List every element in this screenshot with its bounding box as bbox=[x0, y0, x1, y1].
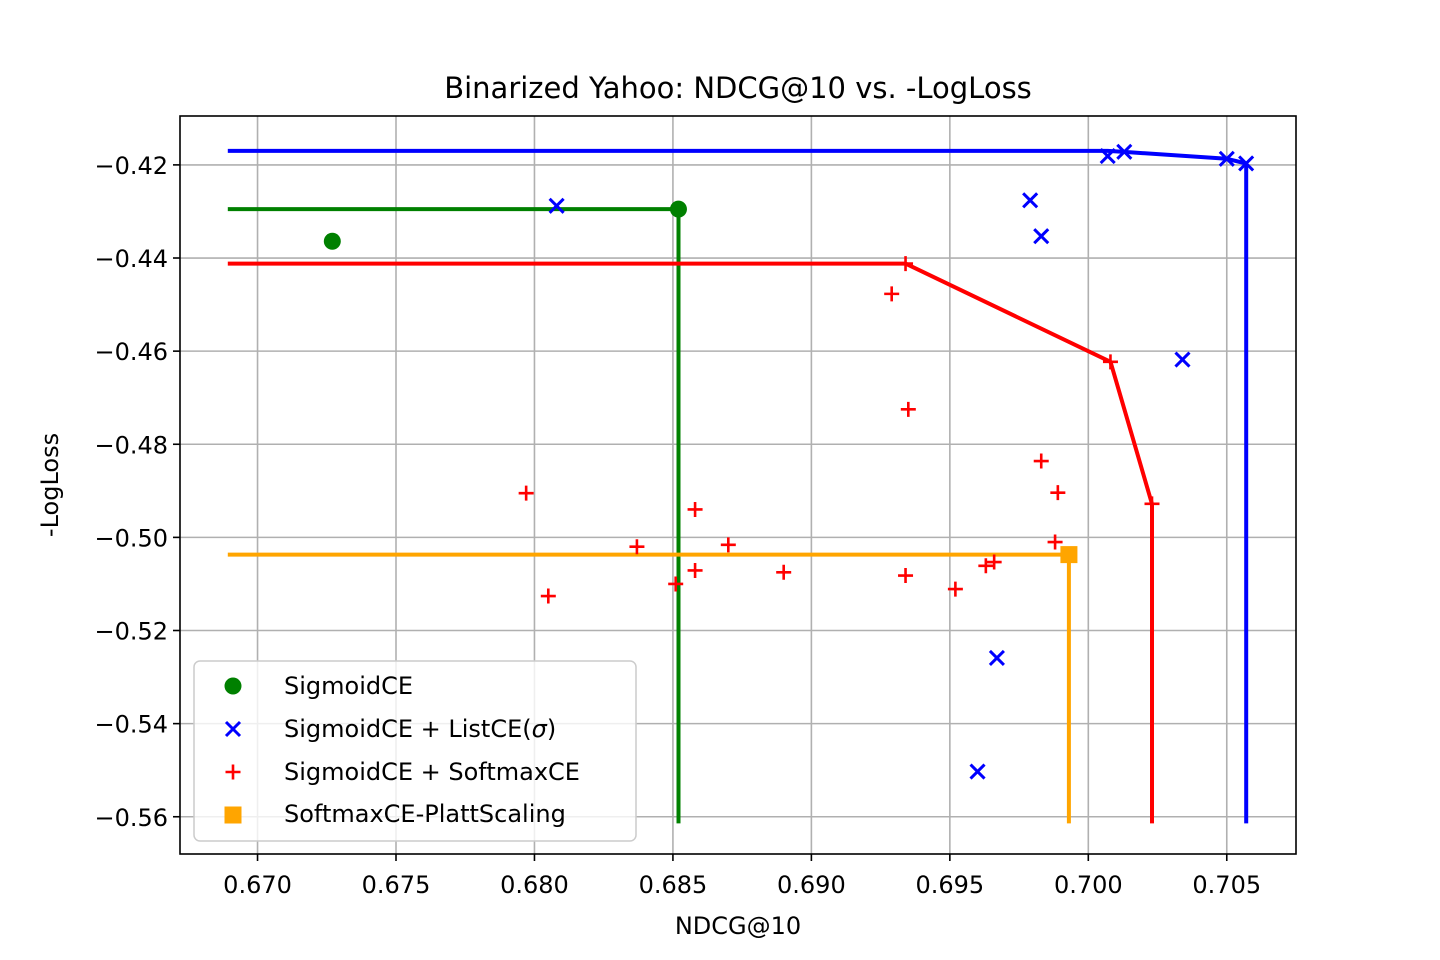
legend-label-listce-prefix: SigmoidCE + ListCE( bbox=[284, 715, 532, 743]
data-point bbox=[1060, 546, 1078, 564]
x-tick-label: 0.670 bbox=[223, 871, 292, 899]
x-tick-label: 0.685 bbox=[639, 871, 708, 899]
y-tick-label: −0.42 bbox=[94, 152, 168, 180]
data-point bbox=[687, 562, 703, 578]
grid-layer bbox=[180, 116, 1296, 854]
data-point bbox=[947, 581, 963, 597]
x-axis-title: NDCG@10 bbox=[675, 912, 801, 940]
data-point bbox=[668, 576, 684, 592]
y-tick-label: −0.56 bbox=[94, 804, 168, 832]
legend-label-sigmoidce-listce: SigmoidCE + ListCE(σ) bbox=[284, 715, 556, 743]
y-tick-label: −0.44 bbox=[94, 245, 168, 273]
data-point bbox=[776, 564, 792, 580]
data-point bbox=[548, 197, 565, 214]
data-point bbox=[669, 200, 687, 218]
data-point bbox=[687, 501, 703, 517]
data-point bbox=[969, 763, 986, 780]
data-point bbox=[1047, 534, 1063, 550]
legend-markers bbox=[224, 677, 242, 824]
y-axis-title: -LogLoss bbox=[36, 433, 64, 537]
legend-marker bbox=[224, 806, 242, 824]
data-point bbox=[518, 485, 534, 501]
data-point bbox=[1116, 143, 1133, 160]
points-layer bbox=[323, 143, 1255, 780]
data-point bbox=[986, 554, 1002, 570]
data-point bbox=[1174, 351, 1191, 368]
data-point bbox=[898, 568, 914, 584]
legend-label-sigmoidce: SigmoidCE bbox=[284, 672, 413, 700]
ticks-layer: 0.670 0.675 0.680 0.685 0.690 0.695 0.700 0.705… bbox=[94, 152, 1261, 899]
legend-marker bbox=[224, 677, 242, 695]
y-tick-label: −0.54 bbox=[94, 711, 168, 739]
data-point bbox=[1099, 147, 1116, 165]
plot-frame bbox=[179, 115, 1297, 855]
y-tick-label: −0.52 bbox=[94, 618, 168, 646]
chart-title: Binarized Yahoo: NDCG@10 vs. -LogLoss bbox=[444, 71, 1032, 105]
legend: SigmoidCE SigmoidCE + ListCE(σ) SigmoidC… bbox=[193, 660, 637, 842]
legend-label-softmaxce-plattscaling: SoftmaxCE-PlattScaling bbox=[284, 800, 566, 828]
data-point bbox=[1050, 485, 1066, 501]
data-point bbox=[988, 649, 1005, 667]
legend-label-listce-sigma: σ bbox=[532, 715, 548, 743]
y-tick-label: −0.50 bbox=[94, 524, 168, 552]
data-point bbox=[1022, 192, 1039, 209]
data-point bbox=[1033, 228, 1050, 245]
data-point bbox=[898, 256, 914, 272]
x-tick-label: 0.700 bbox=[1054, 871, 1123, 899]
legend-marker bbox=[224, 720, 242, 738]
data-point bbox=[1218, 150, 1235, 167]
data-point bbox=[540, 588, 556, 604]
legend-box bbox=[193, 660, 637, 842]
legend-marker bbox=[225, 764, 241, 780]
data-point bbox=[900, 401, 916, 417]
data-point bbox=[1102, 354, 1118, 370]
data-point bbox=[1144, 496, 1160, 512]
data-point bbox=[1238, 155, 1255, 172]
data-point bbox=[978, 558, 994, 574]
frontier-line bbox=[227, 148, 1249, 824]
data-point bbox=[1033, 453, 1049, 469]
x-tick-label: 0.690 bbox=[777, 871, 846, 899]
data-point bbox=[720, 537, 736, 553]
data-point bbox=[323, 232, 341, 250]
legend-label-sigmoidce-softmaxce: SigmoidCE + SoftmaxCE bbox=[284, 758, 580, 786]
data-point bbox=[884, 286, 900, 302]
x-tick-label: 0.675 bbox=[362, 871, 431, 899]
data-point bbox=[629, 539, 645, 555]
x-tick-label: 0.705 bbox=[1192, 871, 1261, 899]
y-tick-label: −0.48 bbox=[94, 431, 168, 459]
x-tick-label: 0.680 bbox=[500, 871, 569, 899]
x-tick-label: 0.695 bbox=[915, 871, 984, 899]
legend-label-listce-suffix: ) bbox=[547, 715, 556, 743]
y-tick-label: −0.46 bbox=[94, 338, 168, 366]
